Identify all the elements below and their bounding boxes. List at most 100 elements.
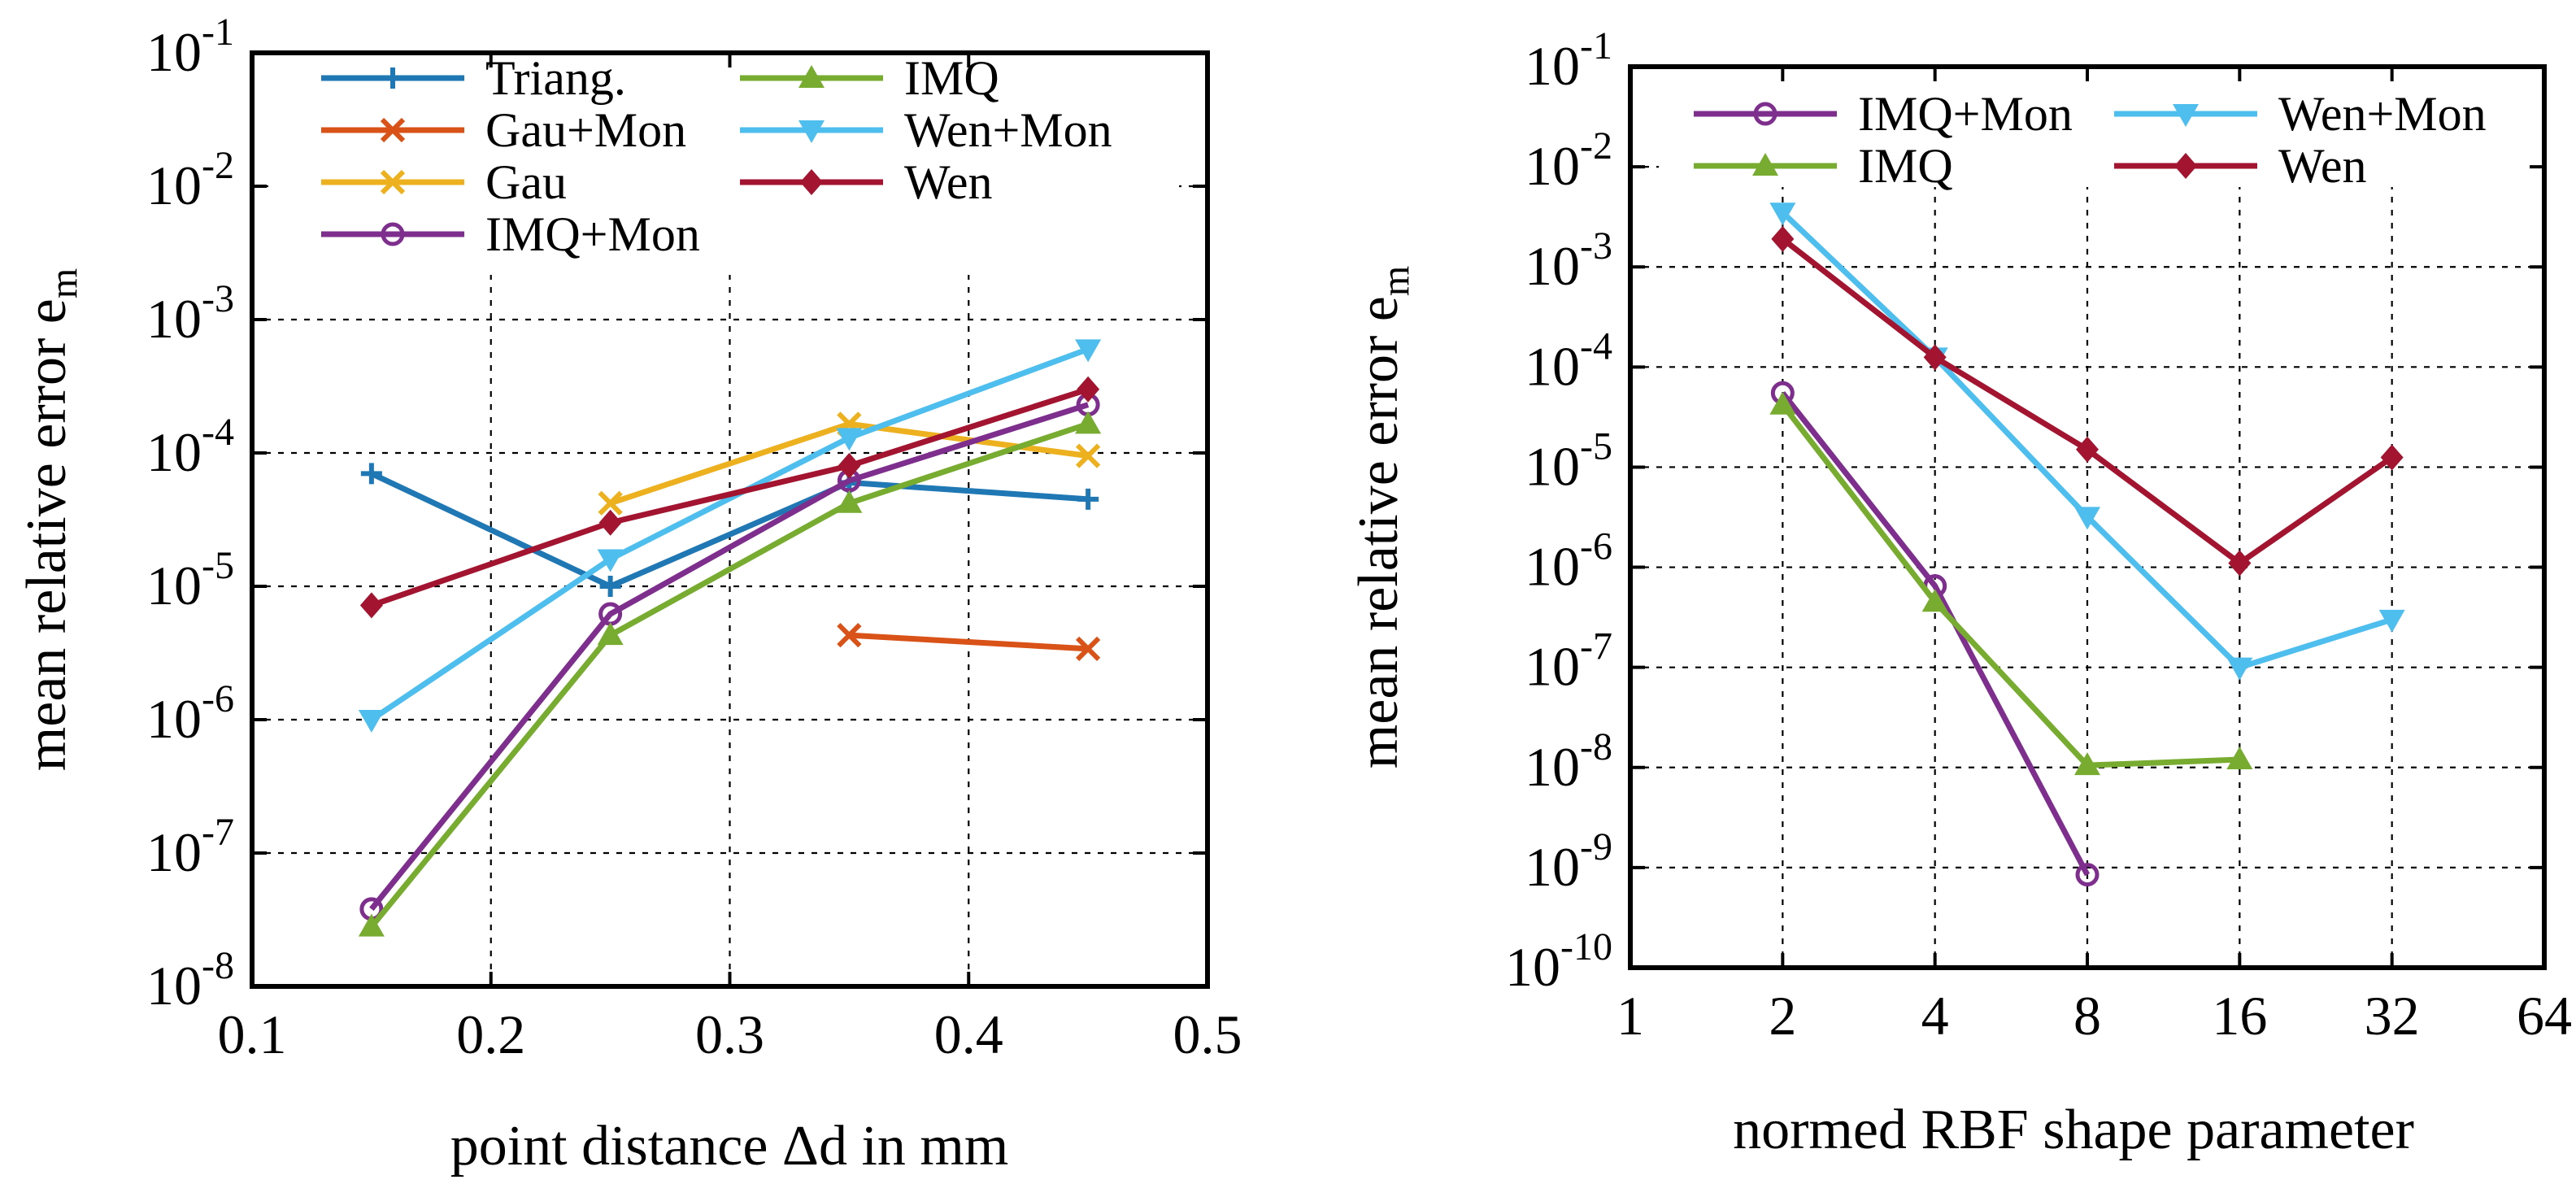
legend-marker-imq (1752, 153, 1778, 176)
left-chart-series (358, 339, 1102, 937)
series-triang (360, 463, 1099, 597)
x-tick-label: 0.2 (456, 1003, 525, 1065)
right-chart-series (1769, 202, 2405, 887)
legend-label-triang: Triang. (485, 51, 626, 105)
y-tick-label: 10-2 (146, 144, 234, 216)
series-line-imq-mon (1780, 391, 2091, 877)
legend-item-wen-mon: Wen+Mon (2114, 87, 2487, 141)
legend-background (268, 57, 1179, 275)
series-gau (598, 411, 1101, 516)
data-point-imq (2074, 752, 2100, 776)
series-line-wen (370, 386, 1090, 608)
data-point-imq (836, 490, 863, 513)
data-point-triang (599, 576, 621, 597)
legend-marker-wen-mon (798, 120, 825, 143)
data-point-wen (1923, 344, 1947, 371)
data-point-wen (1771, 225, 1795, 252)
x-tick-label: 4 (1921, 985, 1949, 1047)
y-tick-label: 10-7 (1525, 625, 1612, 698)
series-wen-mon (1769, 202, 2405, 681)
series-gau-mon (837, 622, 1101, 661)
legend-label-imq-mon: IMQ+Mon (485, 207, 700, 261)
x-tick-label: 32 (2365, 985, 2420, 1047)
x-tick-label: 64 (2517, 985, 2572, 1047)
x-tick-label: 0.3 (695, 1003, 764, 1065)
y-tick-label: 10-4 (146, 411, 234, 483)
legend-marker-wen-mon (2173, 104, 2199, 127)
data-point-imq (1075, 411, 1102, 434)
legend-item-imq: IMQ (740, 51, 999, 105)
data-point-wen-mon (597, 549, 624, 572)
data-point-wen (1077, 376, 1100, 403)
series-line-imq (1780, 403, 2240, 768)
data-point-wen-mon (1769, 202, 1796, 226)
data-point-gau (1076, 443, 1101, 468)
series-imq (358, 411, 1102, 937)
data-point-wen (2228, 550, 2252, 577)
legend-marker-triang (382, 67, 403, 89)
data-point-wen (838, 452, 861, 479)
left-chart: 10-8 10-7 10-6 10-5 10-4 10-3 10-2 10-1 0.1 0.2 0.… (15, 11, 1242, 1177)
right-chart-y-axis-label: mean relative error em (1347, 266, 1417, 768)
data-point-wen (598, 509, 622, 536)
data-point-gau-mon (837, 622, 862, 648)
legend-item-wen-mon: Wen+Mon (740, 103, 1112, 157)
legend-label-wen: Wen (2278, 139, 2366, 193)
right-chart-ticks: 10-10 10-9 10-8 10-7 10-6 10-5 10-4 10-3 10-2 10-… (1505, 24, 2572, 1047)
right-chart: 10-10 10-9 10-8 10-7 10-6 10-5 10-4 10-3 10-2 10-… (1347, 24, 2572, 1161)
legend-label-gau-mon: Gau+Mon (485, 103, 686, 157)
data-point-wen-mon (1075, 339, 1102, 363)
data-point-wen-mon (358, 710, 385, 733)
legend-marker-wen (2174, 153, 2197, 179)
y-tick-label: 10-7 (146, 811, 234, 883)
series-line-wen-mon (369, 346, 1090, 722)
legend-marker-gau (380, 169, 406, 195)
legend-item-triang: Triang. (321, 51, 626, 105)
y-tick-label: 10-1 (146, 11, 234, 83)
data-point-wen (2380, 444, 2404, 471)
series-line-imq-mon (369, 402, 1090, 912)
legend-item-gau-mon: Gau+Mon (321, 103, 686, 157)
data-point-triang (360, 463, 382, 485)
legend-item-imq-mon: IMQ+Mon (321, 207, 700, 261)
y-tick-label: 10-6 (146, 677, 234, 750)
legend-item-wen: Wen (2114, 139, 2366, 193)
data-point-triang (1077, 488, 1099, 510)
left-chart-ticks: 10-8 10-7 10-6 10-5 10-4 10-3 10-2 10-1 0.1 0.2 0.… (146, 11, 1242, 1065)
legend-item-wen: Wen (740, 155, 992, 209)
legend-label-wen-mon: Wen+Mon (904, 103, 1112, 157)
data-point-imq (1921, 589, 1948, 612)
y-tick-label: 10-2 (1525, 124, 1612, 197)
data-point-imq (2226, 747, 2253, 770)
x-tick-label: 0.4 (934, 1003, 1003, 1065)
y-tick-label: 10-6 (1525, 525, 1612, 598)
series-line-triang (370, 471, 1089, 590)
y-tick-label: 10-1 (1525, 24, 1612, 97)
left-chart-x-axis-label: point distance Δd in mm (450, 1115, 1009, 1177)
legend-marker-imq (798, 65, 825, 88)
right-chart-x-axis-label: normed RBF shape parameter (1733, 1099, 2414, 1161)
data-point-wen-mon (2226, 657, 2253, 681)
x-tick-label: 0.5 (1173, 1003, 1242, 1065)
legend-item-imq-mon: IMQ+Mon (1694, 87, 2073, 141)
x-tick-label: 1 (1617, 985, 1644, 1047)
legend-background (1659, 78, 2533, 187)
data-point-wen-mon (836, 428, 863, 451)
series-wen-mon (358, 339, 1102, 733)
y-tick-label: 10-8 (146, 944, 234, 1016)
series-line-imq (369, 421, 1090, 929)
legend-marker-gau-mon (380, 117, 406, 143)
left-chart-y-axis-label: mean relative error em (15, 268, 85, 771)
y-tick-label: 10-10 (1505, 925, 1612, 998)
left-chart-grid (252, 53, 1208, 986)
legend-label-imq-mon: IMQ+Mon (1858, 87, 2073, 141)
legend-marker-wen (800, 169, 823, 195)
series-imq (1769, 391, 2253, 776)
x-tick-label: 2 (1769, 985, 1796, 1047)
y-tick-label: 10-9 (1525, 825, 1612, 898)
legend-marker-imq-mon (1753, 102, 1778, 126)
data-point-imq (597, 622, 624, 646)
y-tick-label: 10-4 (1525, 324, 1612, 397)
data-point-wen (359, 592, 383, 619)
